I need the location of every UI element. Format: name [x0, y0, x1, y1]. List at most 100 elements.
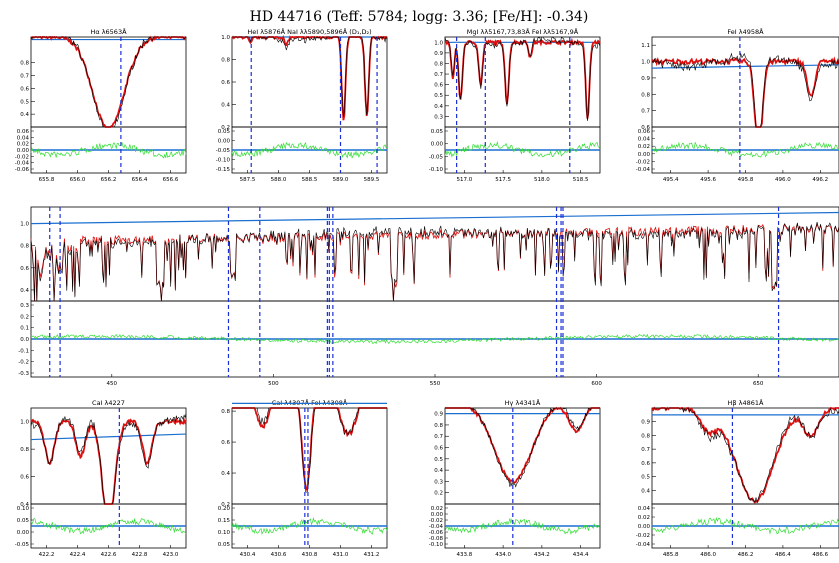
y-tick-label: 0.6	[221, 80, 230, 86]
y-tick-label: 1.0	[641, 60, 650, 66]
y-tick-label: 0.5	[434, 93, 443, 99]
x-tick-label: 495.8	[738, 177, 754, 183]
y-tick-label: 0.7	[641, 447, 650, 453]
residual-tick-label: 0.2	[20, 314, 29, 320]
x-tick-label: 517.5	[495, 177, 511, 183]
x-tick-label: 656.6	[163, 177, 179, 183]
y-tick-label: 0.6	[20, 475, 29, 481]
residual-tick-label: 0.02	[17, 142, 29, 148]
x-tick-label: 486.2	[738, 552, 754, 558]
residual-tick-label: 0.00	[17, 148, 30, 154]
panel-hei_nai: HeI λ5876Å NaI λλ5890,5896Å (D₁,D₂)0.20.…	[216, 27, 388, 183]
y-tick-label: 0.5	[434, 457, 443, 463]
y-tick-label: 0.7	[641, 109, 650, 115]
panel-title: FeI λ4958Å	[727, 27, 764, 36]
y-tick-label: 0.6	[434, 83, 443, 89]
x-tick-label: 588.5	[302, 177, 318, 183]
residual-tick-label: 0.02	[638, 515, 650, 521]
y-tick-label: 0.8	[641, 92, 650, 98]
residual-tick-label: 0.00	[638, 152, 651, 158]
model-spectrum-line	[651, 56, 839, 128]
residual-tick-label: 0.02	[638, 144, 650, 150]
x-tick-label: 422.6	[101, 552, 117, 558]
y-tick-label: 0.4	[434, 468, 443, 474]
panels-group: Hα λ6563Å0.40.50.60.70.80.060.040.020.00…	[15, 27, 839, 558]
residual-tick-label: -0.2	[18, 360, 29, 366]
panel-cai4227: CaI λ4227 0.4 0.6 0.8 1.0 0.10 0.05 0.00 -0.05 42…	[15, 399, 187, 558]
x-tick-label: 656.0	[70, 177, 86, 183]
residual-tick-label: 0.02	[431, 506, 443, 512]
model-spectrum-line	[231, 34, 388, 121]
x-tick-label: 430.6	[271, 552, 287, 558]
x-tick-label: 588.0	[271, 177, 287, 183]
panel-title: Hγ λ4341Å	[505, 398, 541, 407]
residual-line	[231, 516, 388, 536]
residual-tick-label: 0.3	[20, 303, 29, 309]
panel-title: MgI λλ5167,73,83Å FeI λλ5167,9Å	[467, 27, 579, 36]
x-tick-label: 486.4	[775, 552, 791, 558]
x-tick-label: 500	[268, 381, 279, 387]
model-spectrum-line	[445, 406, 600, 484]
x-tick-label: 486.0	[700, 552, 716, 558]
observed-spectrum-line	[651, 52, 839, 128]
x-tick-label: 550	[430, 381, 441, 387]
observed-spectrum-line	[30, 413, 187, 505]
y-tick-label: 1.0	[20, 222, 29, 228]
x-tick-label: 430.8	[302, 552, 318, 558]
residual-tick-label: -0.15	[216, 167, 231, 173]
y-tick-label: 0.7	[434, 72, 443, 78]
residual-tick-label: -0.06	[15, 167, 30, 173]
panel-title: CaI λ4307Å FeI λ4308Å	[272, 398, 348, 407]
observed-spectrum-line	[652, 407, 839, 504]
residual-line	[651, 141, 839, 158]
x-tick-label: 656.4	[132, 177, 148, 183]
residual-tick-label: -0.04	[636, 542, 651, 548]
x-tick-label: 495.6	[700, 177, 716, 183]
y-tick-label: 0.2	[221, 502, 230, 508]
panel-halpha: Hα λ6563Å 0.4 0.5 0.6 0.7 0.8 0.060.040.020.00…	[15, 27, 187, 183]
y-tick-label: 0.2	[221, 125, 230, 131]
x-tick-label: 518.5	[573, 177, 589, 183]
observed-spectrum-line	[30, 222, 839, 302]
residual-tick-label: -0.1	[18, 348, 29, 354]
x-tick-label: 486.6	[812, 552, 828, 558]
residual-tick-label: -0.10	[429, 542, 444, 548]
y-tick-label: 0.4	[20, 112, 29, 118]
y-tick-label: 0.9	[641, 420, 650, 426]
residual-tick-label: -0.04	[636, 167, 651, 173]
x-tick-label: 434.2	[534, 552, 550, 558]
panel-fei4958: FeI λ4958Å 0.6 0.7 0.8 0.9 1.0 1.1 0.06 0.040.02…	[636, 27, 839, 183]
y-tick-label: 0.8	[641, 433, 650, 439]
y-tick-label: 1.0	[20, 420, 29, 426]
x-tick-label: 656.2	[101, 177, 117, 183]
residual-tick-label: -0.02	[429, 518, 443, 524]
y-tick-label: 1.0	[434, 40, 443, 46]
panel-title: Hα λ6563Å	[90, 27, 127, 36]
residual-tick-label: -0.05	[429, 154, 444, 160]
residual-tick-label: 0.00	[431, 142, 444, 148]
y-tick-label: 0.4	[20, 502, 29, 508]
observed-spectrum-line	[444, 36, 601, 121]
panel-mgi_fei: MgI λλ5167,73,83Å FeI λλ5167,9Å 0.3 0.4 0.5…	[429, 27, 601, 183]
y-tick-label: 0.5	[641, 475, 650, 481]
y-tick-label: 0.6	[641, 125, 650, 131]
residual-tick-label: 0.0	[20, 337, 29, 343]
residual-line	[444, 518, 601, 535]
x-tick-label: 517.0	[457, 177, 473, 183]
x-tick-label: 434.4	[573, 552, 589, 558]
x-tick-label: 422.2	[39, 552, 55, 558]
x-tick-label: 655.8	[39, 177, 55, 183]
residual-tick-label: 0.04	[638, 137, 651, 143]
x-tick-label: 422.4	[70, 552, 86, 558]
continuum-line	[30, 211, 839, 225]
y-tick-label: 0.2	[434, 491, 443, 497]
residual-tick-label: 0.00	[431, 512, 444, 518]
residual-tick-label: 0.04	[17, 135, 30, 141]
y-tick-label: 0.7	[20, 74, 29, 80]
x-tick-label: 496.0	[775, 177, 791, 183]
y-tick-label: 0.4	[434, 104, 443, 110]
panel-overview: 0.4 0.6 0.8 1.0 0.3 0.2 0.1 0.0 -0.1 -0.2 -0.3 450 5…	[18, 206, 839, 387]
x-tick-label: 518.0	[534, 177, 550, 183]
